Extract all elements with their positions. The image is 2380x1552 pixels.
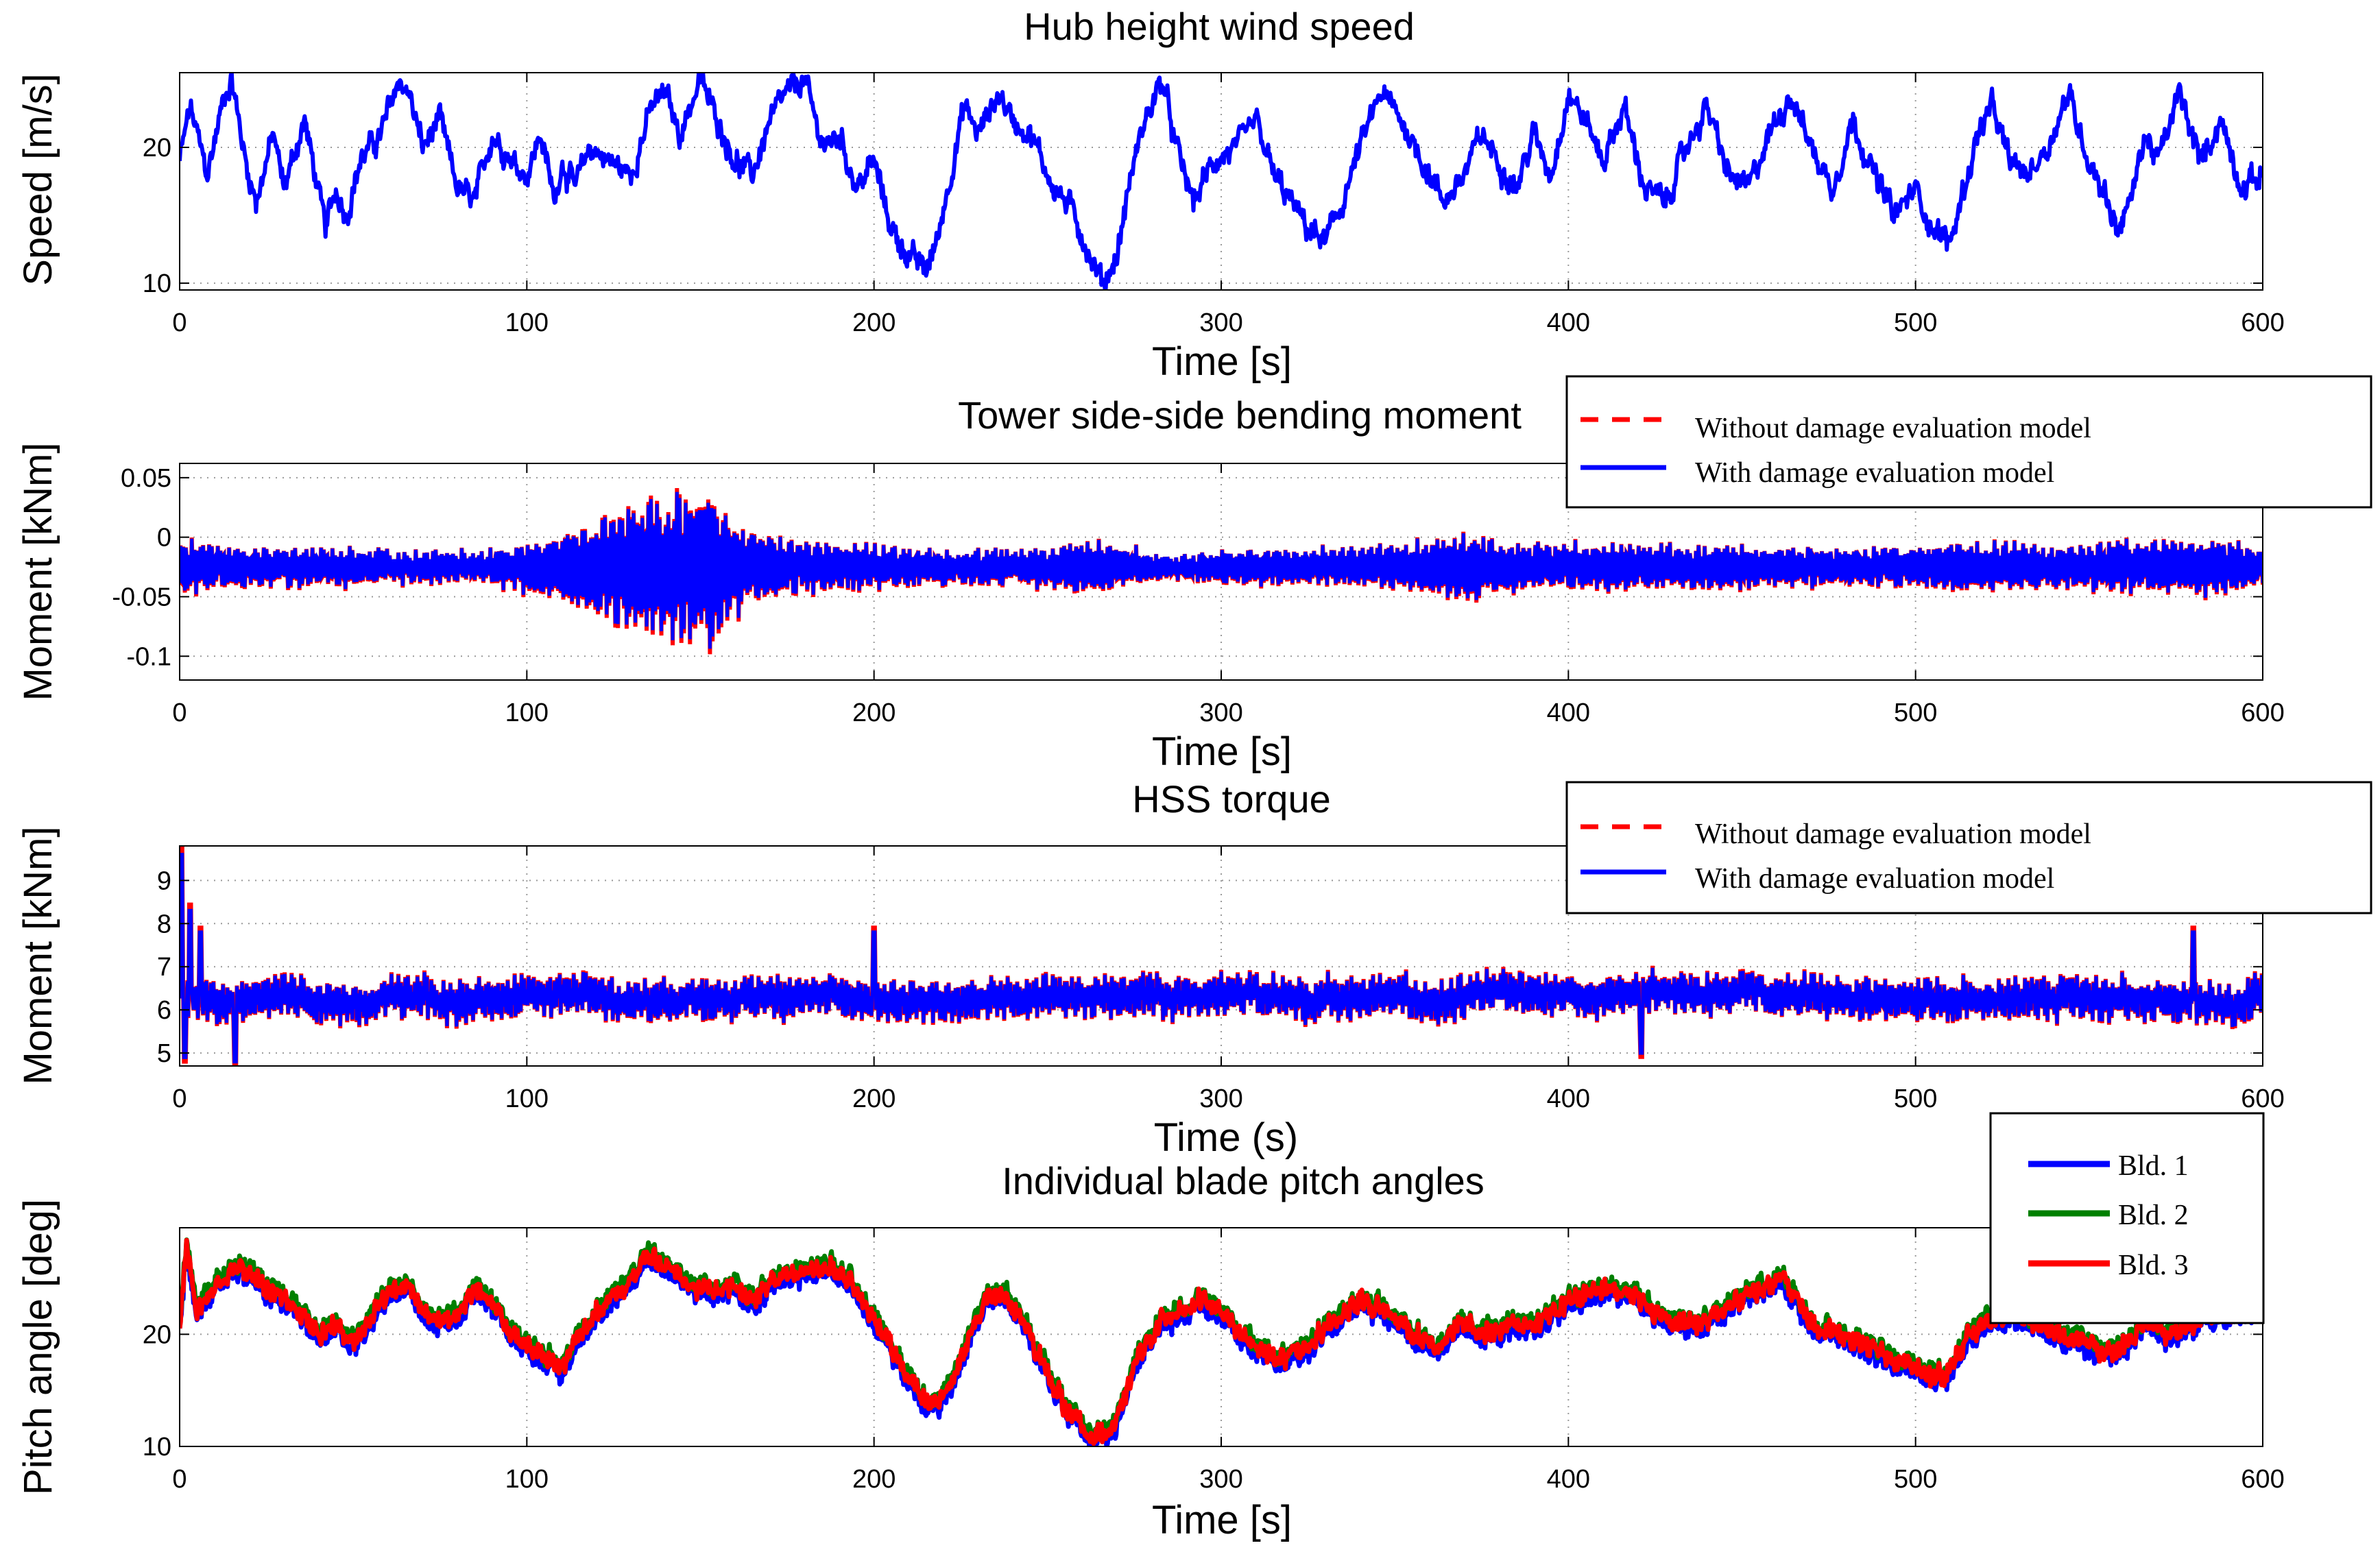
legend-hss-torque: Without damage evaluation model With dam…: [1565, 781, 2372, 914]
x-tick-label: 600: [2241, 1084, 2284, 1113]
x-ticks-hss-torque: 0 100 200 300 400 500 600: [172, 846, 2285, 1113]
legend-entry-bld1: Bld. 1: [2118, 1150, 2189, 1182]
x-tick-label: 0: [172, 1084, 187, 1113]
x-tick-label: 500: [1894, 1465, 1937, 1494]
x-tick-label: 0: [172, 699, 187, 727]
x-ticks-blade-pitch: 0 100 200 300 400 500 600: [172, 1228, 2285, 1494]
chart-title-tower-moment: Tower side-side bending moment: [958, 393, 1522, 437]
panel-tower-moment: -0.1 -0.05 0 0.05 0 100 200 300 400 500 600 Tower…: [16, 375, 2372, 774]
series-line-with-damage: [180, 492, 2263, 649]
y-tick-label: 0.05: [121, 464, 171, 493]
plot-area-blade-pitch: [180, 1237, 2263, 1446]
chart-title-wind-speed: Hub height wind speed: [1024, 5, 1415, 48]
x-tick-label: 300: [1199, 308, 1242, 337]
panel-blade-pitch: 10 20 0 100 200 300 400 500 600 Individual blad…: [16, 1112, 2285, 1542]
x-tick-label: 200: [852, 699, 895, 727]
y-tick-label: 5: [157, 1039, 171, 1068]
panel-hss-torque: 5 6 7 8 9 0 100 200 300 400 500 600 HSS torque Tim…: [16, 777, 2372, 1160]
legend-entry-without-damage: Without damage evaluation model: [1695, 413, 2091, 444]
y-tick-label: 9: [157, 866, 171, 895]
x-axis-label-wind-speed: Time [s]: [1152, 339, 1292, 384]
y-tick-label: 20: [143, 1320, 171, 1349]
x-axis-label-tower-moment: Time [s]: [1152, 729, 1292, 774]
chart-title-blade-pitch: Individual blade pitch angles: [1002, 1159, 1485, 1202]
y-axis-label-blade-pitch: Pitch angle [deg]: [16, 1199, 60, 1495]
y-ticks-blade-pitch: 10 20: [143, 1320, 2263, 1462]
x-tick-label: 200: [852, 1084, 895, 1113]
legend-blade-pitch: Bld. 1 Bld. 2 Bld. 3: [1989, 1112, 2265, 1324]
x-ticks-tower-moment: 0 100 200 300 400 500 600: [172, 463, 2285, 727]
y-ticks-tower-moment: -0.1 -0.05 0 0.05: [112, 464, 2263, 671]
x-tick-label: 400: [1547, 1084, 1590, 1113]
legend-box: [1565, 781, 2372, 914]
y-tick-label: 0: [157, 524, 171, 553]
series-line-wind-speed: [180, 73, 2263, 290]
x-axis-label-blade-pitch: Time [s]: [1152, 1498, 1292, 1542]
legend-entry-bld3: Bld. 3: [2118, 1250, 2189, 1281]
x-tick-label: 100: [505, 1084, 549, 1113]
legend-entry-bld2: Bld. 2: [2118, 1200, 2189, 1231]
y-tick-label: -0.05: [112, 583, 171, 611]
y-axis-label-tower-moment: Moment [kNm]: [16, 442, 60, 701]
y-tick-label: 10: [143, 1433, 171, 1462]
x-tick-label: 100: [505, 308, 549, 337]
x-tick-label: 0: [172, 308, 187, 337]
y-axis-label-hss-torque: Moment [kNm]: [16, 826, 60, 1084]
legend-tower-moment: Without damage evaluation model With dam…: [1565, 375, 2372, 509]
x-tick-label: 200: [852, 1465, 895, 1494]
x-tick-label: 300: [1199, 1465, 1242, 1494]
series-line-with-damage: [180, 853, 2263, 1064]
y-tick-label: 7: [157, 953, 171, 982]
series-line-bld3: [180, 1237, 2263, 1446]
x-tick-label: 400: [1547, 308, 1590, 337]
plot-area-wind-speed: [180, 73, 2263, 290]
x-tick-label: 500: [1894, 1084, 1937, 1113]
x-tick-label: 400: [1547, 699, 1590, 727]
y-tick-label: -0.1: [127, 642, 171, 671]
x-tick-label: 100: [505, 1465, 549, 1494]
x-tick-label: 200: [852, 308, 895, 337]
x-tick-label: 600: [2241, 308, 2284, 337]
y-ticks-wind-speed: 10 20: [143, 134, 2263, 298]
legend-box: [1565, 375, 2372, 509]
y-ticks-hss-torque: 5 6 7 8 9: [157, 866, 2263, 1068]
y-axis-label-wind-speed: Speed [m/s]: [16, 73, 60, 285]
x-tick-label: 300: [1199, 1084, 1242, 1113]
x-tick-label: 400: [1547, 1465, 1590, 1494]
legend-entry-with-damage: With damage evaluation model: [1695, 863, 2054, 895]
x-tick-label: 300: [1199, 699, 1242, 727]
x-tick-label: 500: [1894, 308, 1937, 337]
x-axis-label-hss-torque: Time (s): [1154, 1115, 1298, 1160]
y-tick-label: 6: [157, 996, 171, 1025]
panel-hub-wind-speed: 10 20 0 100 200 300 400 500 600 Hub height wind…: [16, 5, 2285, 384]
legend-entry-without-damage: Without damage evaluation model: [1695, 819, 2091, 850]
chart-title-hss-torque: HSS torque: [1132, 777, 1331, 821]
plot-area-tower-moment: [180, 487, 2263, 655]
legend-entry-with-damage: With damage evaluation model: [1695, 457, 2054, 489]
x-tick-label: 600: [2241, 1465, 2284, 1494]
legend-box: [1989, 1112, 2265, 1324]
x-ticks-wind-speed: 0 100 200 300 400 500 600: [172, 73, 2285, 337]
y-tick-label: 20: [143, 134, 171, 162]
x-tick-label: 0: [172, 1465, 187, 1494]
y-tick-label: 8: [157, 910, 171, 938]
x-tick-label: 500: [1894, 699, 1937, 727]
y-tick-label: 10: [143, 269, 171, 298]
x-tick-label: 600: [2241, 699, 2284, 727]
x-tick-label: 100: [505, 699, 549, 727]
plot-area-hss-torque: [180, 846, 2263, 1066]
